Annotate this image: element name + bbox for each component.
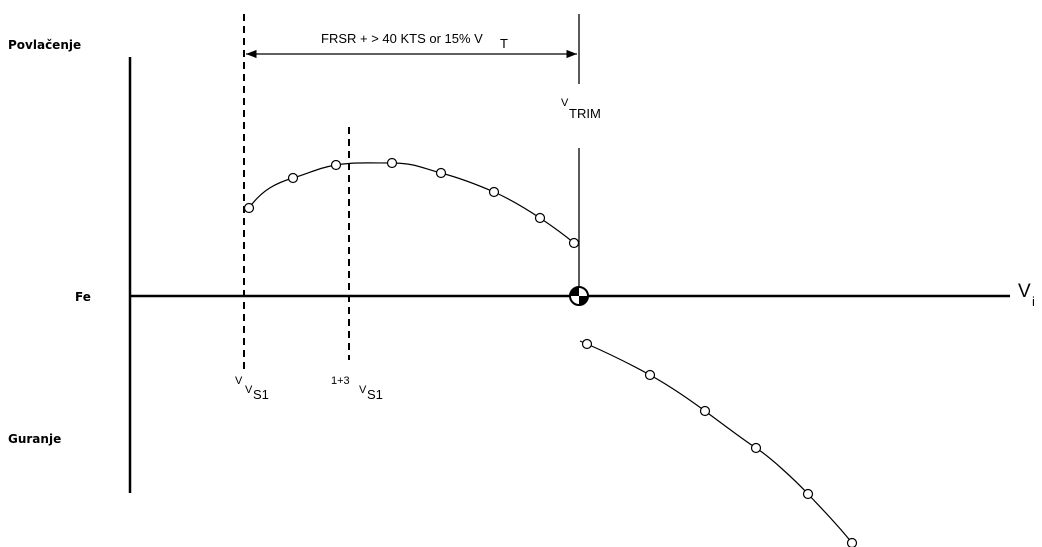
vs1-label: V V S1 bbox=[235, 375, 269, 402]
push-label: Guranje bbox=[8, 432, 61, 446]
trim-point-symbol bbox=[569, 286, 589, 306]
push-point bbox=[581, 338, 593, 350]
pull-label: Povlačenje bbox=[8, 38, 81, 52]
pull-force-points bbox=[243, 157, 580, 249]
svg-text:S1: S1 bbox=[253, 387, 269, 402]
pull-point bbox=[435, 167, 447, 179]
pull-point bbox=[534, 212, 546, 224]
push-point bbox=[846, 537, 858, 547]
svg-text:V: V bbox=[1018, 281, 1031, 302]
svg-text:V: V bbox=[359, 384, 367, 396]
svg-text:S1: S1 bbox=[367, 387, 383, 402]
push-point bbox=[699, 405, 711, 417]
svg-text:V: V bbox=[235, 375, 243, 387]
svg-text:i: i bbox=[1032, 294, 1035, 309]
speed-axis-label: V i bbox=[1018, 281, 1035, 309]
pull-point bbox=[243, 202, 255, 214]
svg-text:TRIM: TRIM bbox=[569, 106, 601, 121]
pull-force-curve bbox=[248, 162, 575, 244]
pull-point bbox=[330, 159, 342, 171]
push-point bbox=[750, 442, 762, 454]
trim-speed-label: V TRIM bbox=[561, 97, 601, 121]
pull-point bbox=[386, 157, 398, 169]
svg-text:V: V bbox=[245, 384, 253, 396]
force-label: Fe bbox=[75, 290, 91, 304]
push-point bbox=[644, 369, 656, 381]
push-force-points bbox=[581, 338, 858, 547]
push-point bbox=[802, 488, 814, 500]
svg-text:FRSR + > 40 KTS or 15% V: FRSR + > 40 KTS or 15% V bbox=[321, 31, 483, 46]
svg-text:V: V bbox=[561, 97, 569, 109]
push-force-curve bbox=[579, 340, 853, 544]
vs13-label: 1+3 V S1 bbox=[331, 375, 383, 402]
svg-text:T: T bbox=[500, 36, 508, 51]
pull-point bbox=[568, 237, 580, 249]
pull-point bbox=[488, 186, 500, 198]
pull-point bbox=[287, 172, 299, 184]
svg-text:1+3: 1+3 bbox=[331, 375, 350, 387]
range-label: FRSR + > 40 KTS or 15% V T bbox=[321, 31, 508, 51]
